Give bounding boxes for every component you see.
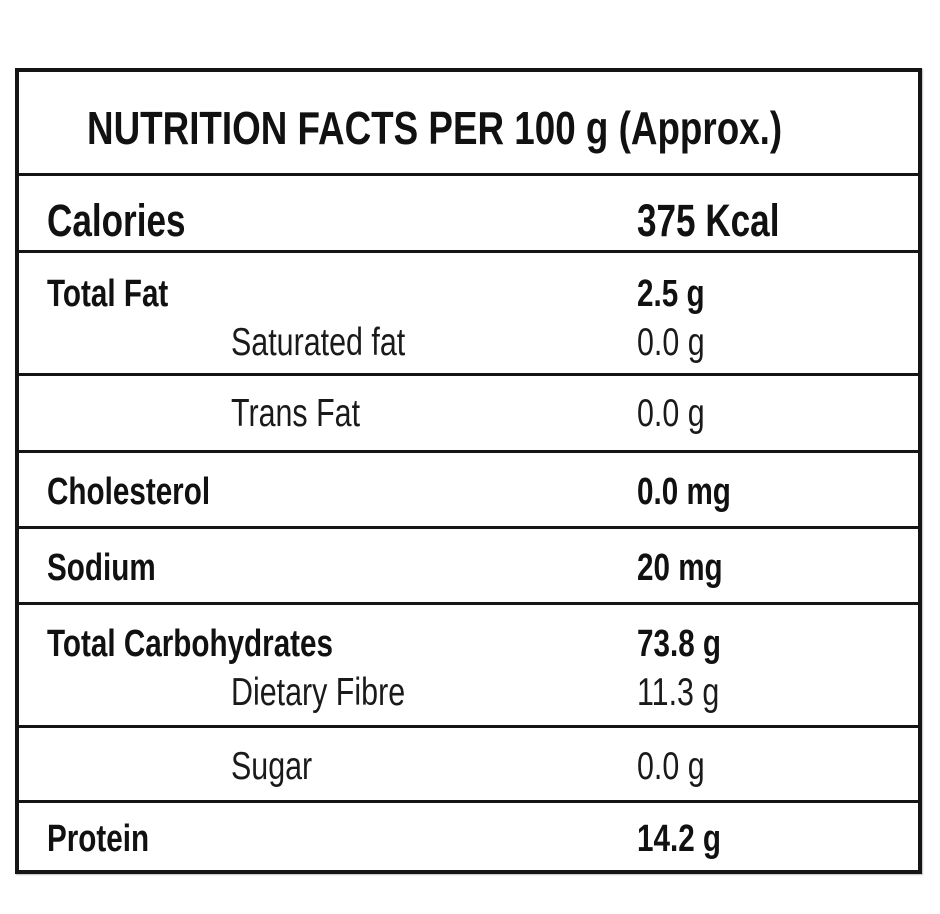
sodium-label: Sodium (47, 547, 156, 589)
dietary-fibre-label: Dietary Fibre (231, 671, 406, 714)
trans-fat-label: Trans Fat (231, 392, 361, 435)
sugar-value: 0.0 g (637, 745, 705, 788)
dietary-fibre-value: 11.3 g (637, 671, 720, 714)
saturated-fat-label: Saturated fat (231, 321, 406, 364)
total-carbohydrates-value: 73.8 g (637, 623, 722, 665)
row-sugar: Sugar 0.0 g (19, 728, 918, 803)
saturated-fat-value: 0.0 g (637, 321, 705, 364)
nutrition-facts-table: NUTRITION FACTS PER 100 g (Approx.) Calo… (15, 68, 922, 874)
sodium-value: 20 mg (637, 547, 723, 589)
row-total-carbohydrates: Total Carbohydrates 73.8 g Dietary Fibre… (19, 605, 918, 728)
table-title: NUTRITION FACTS PER 100 g (Approx.) (87, 102, 783, 154)
trans-fat-value: 0.0 g (637, 392, 705, 435)
title-row: NUTRITION FACTS PER 100 g (Approx.) (19, 72, 918, 176)
row-total-fat: Total Fat 2.5 g Saturated fat 0.0 g (19, 253, 918, 376)
row-calories: Calories 375 Kcal (19, 176, 918, 253)
protein-label: Protein (47, 818, 150, 860)
protein-value: 14.2 g (637, 818, 722, 860)
total-fat-label: Total Fat (47, 273, 169, 315)
cholesterol-value: 0.0 mg (637, 471, 731, 513)
row-trans-fat: Trans Fat 0.0 g (19, 376, 918, 453)
row-protein: Protein 14.2 g (19, 803, 918, 870)
total-fat-value: 2.5 g (637, 273, 705, 315)
row-cholesterol: Cholesterol 0.0 mg (19, 453, 918, 529)
calories-value: 375 Kcal (637, 195, 780, 246)
row-sodium: Sodium 20 mg (19, 529, 918, 605)
total-carbohydrates-label: Total Carbohydrates (47, 623, 334, 665)
cholesterol-label: Cholesterol (47, 471, 211, 513)
sugar-label: Sugar (231, 745, 313, 788)
calories-label: Calories (47, 195, 186, 246)
